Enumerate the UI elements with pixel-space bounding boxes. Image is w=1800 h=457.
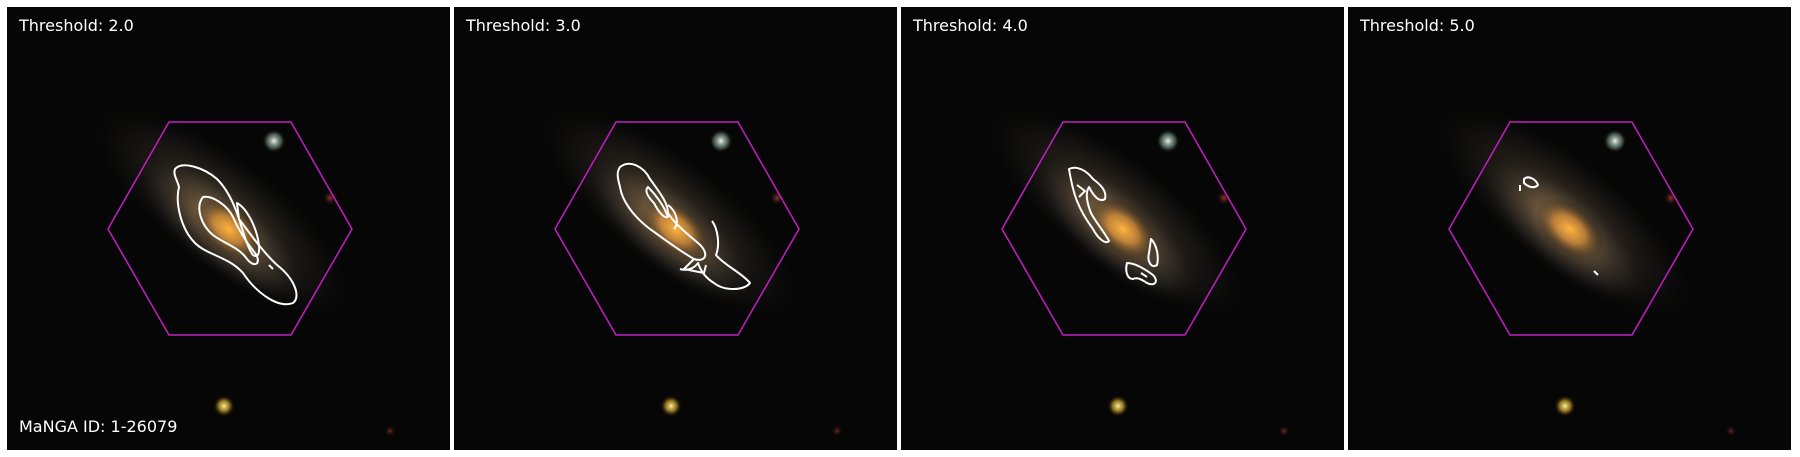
threshold-label: Threshold: 3.0 [466,16,581,35]
panel-threshold-3: Threshold: 3.0 [454,7,897,450]
panel-threshold-4: Threshold: 4.0 [901,7,1344,450]
galaxy-image [901,7,1344,450]
hexagon-ifu-footprint [554,121,800,336]
hexagon-ifu-footprint [1448,121,1694,336]
panel-threshold-2: Threshold: 2.0 MaNGA ID: 1-26079 [7,7,450,450]
threshold-label: Threshold: 2.0 [19,16,134,35]
threshold-label: Threshold: 4.0 [913,16,1028,35]
contour-lines [1519,176,1599,276]
galaxy-image [7,7,450,450]
contour-lines [1068,166,1159,286]
manga-id-label: MaNGA ID: 1-26079 [19,417,178,436]
hexagon-ifu-footprint [1001,121,1247,336]
hexagon-ifu-footprint [107,121,353,336]
panel-threshold-5: Threshold: 5.0 [1348,7,1791,450]
contour-lines [616,162,751,290]
contour-lines [173,164,298,306]
threshold-label: Threshold: 5.0 [1360,16,1475,35]
galaxy-image [454,7,897,450]
galaxy-image [1348,7,1791,450]
